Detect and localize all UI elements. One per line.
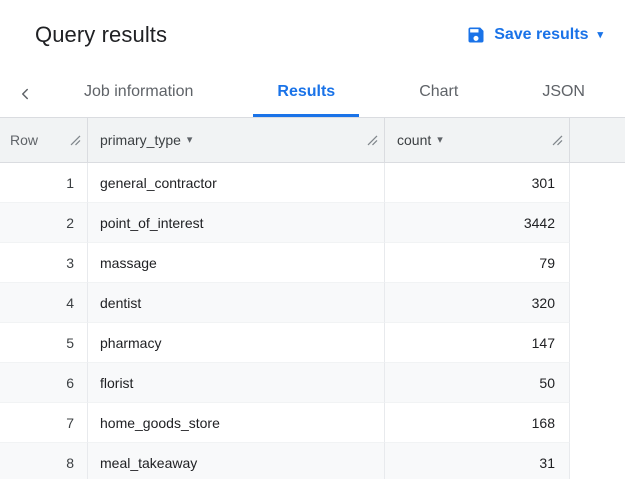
caret-down-icon[interactable]: ▾ xyxy=(437,134,443,146)
cell-count: 79 xyxy=(385,243,570,283)
caret-down-icon: ▾ xyxy=(597,28,603,41)
cell-count: 50 xyxy=(385,363,570,403)
cell-filler xyxy=(570,323,625,363)
chevron-left-icon xyxy=(16,85,34,103)
cell-primary-type: meal_takeaway xyxy=(88,443,385,479)
tab-chart[interactable]: Chart xyxy=(419,83,459,100)
cell-primary-type: point_of_interest xyxy=(88,203,385,243)
cell-count: 168 xyxy=(385,403,570,443)
column-resize-handle-icon[interactable] xyxy=(70,135,81,146)
save-icon xyxy=(466,25,486,45)
tab-list: Job information Results Chart JSON xyxy=(54,70,625,117)
row-number: 8 xyxy=(0,443,88,479)
row-number: 3 xyxy=(0,243,88,283)
table-row: 3 massage 79 xyxy=(0,243,625,283)
page-title: Query results xyxy=(35,22,168,47)
row-number: 1 xyxy=(0,163,88,203)
row-number: 5 xyxy=(0,323,88,363)
cell-count: 3442 xyxy=(385,203,570,243)
column-header-primary-type[interactable]: primary_type ▾ xyxy=(88,118,385,162)
column-header-primary-type-label: primary_type xyxy=(100,132,181,148)
cell-count: 320 xyxy=(385,283,570,323)
cell-primary-type: general_contractor xyxy=(88,163,385,203)
table-row: 7 home_goods_store 168 xyxy=(0,403,625,443)
row-number: 2 xyxy=(0,203,88,243)
tab-json[interactable]: JSON xyxy=(542,83,585,100)
cell-filler xyxy=(570,203,625,243)
cell-filler xyxy=(570,243,625,283)
cell-primary-type: home_goods_store xyxy=(88,403,385,443)
row-number: 6 xyxy=(0,363,88,403)
cell-primary-type: dentist xyxy=(88,283,385,323)
back-chevron-button[interactable] xyxy=(0,70,54,117)
cell-filler xyxy=(570,363,625,403)
column-header-count-label: count xyxy=(397,132,432,148)
cell-filler xyxy=(570,443,625,479)
table-row: 8 meal_takeaway 31 xyxy=(0,443,625,479)
cell-count: 301 xyxy=(385,163,570,203)
table-row: 2 point_of_interest 3442 xyxy=(0,203,625,243)
results-table-body: 1 general_contractor 301 2 point_of_inte… xyxy=(0,163,625,479)
cell-filler xyxy=(570,163,625,203)
table-row: 1 general_contractor 301 xyxy=(0,163,625,203)
column-header-count[interactable]: count ▾ xyxy=(385,118,570,162)
column-resize-handle-icon[interactable] xyxy=(367,135,378,146)
cell-primary-type: florist xyxy=(88,363,385,403)
cell-filler xyxy=(570,283,625,323)
table-row: 6 florist 50 xyxy=(0,363,625,403)
column-header-filler xyxy=(570,118,625,162)
table-row: 5 pharmacy 147 xyxy=(0,323,625,363)
cell-count: 147 xyxy=(385,323,570,363)
column-header-row-label: Row xyxy=(10,132,39,148)
column-header-row: Row xyxy=(0,118,88,162)
row-number: 7 xyxy=(0,403,88,443)
save-results-button[interactable]: Save results ▾ xyxy=(458,19,611,51)
caret-down-icon[interactable]: ▾ xyxy=(186,134,193,146)
tab-results[interactable]: Results xyxy=(253,70,360,117)
results-table-header: Row primary_type ▾ count ▾ xyxy=(0,118,625,163)
results-tabbar: Job information Results Chart JSON xyxy=(0,70,625,118)
cell-count: 31 xyxy=(385,443,570,479)
row-number: 4 xyxy=(0,283,88,323)
table-row: 4 dentist 320 xyxy=(0,283,625,323)
results-header: Query results Save results ▾ xyxy=(0,0,625,70)
cell-primary-type: massage xyxy=(88,243,385,283)
tab-job-information[interactable]: Job information xyxy=(84,83,194,100)
cell-filler xyxy=(570,403,625,443)
cell-primary-type: pharmacy xyxy=(88,323,385,363)
save-results-label: Save results xyxy=(494,26,589,43)
column-resize-handle-icon[interactable] xyxy=(552,135,563,146)
